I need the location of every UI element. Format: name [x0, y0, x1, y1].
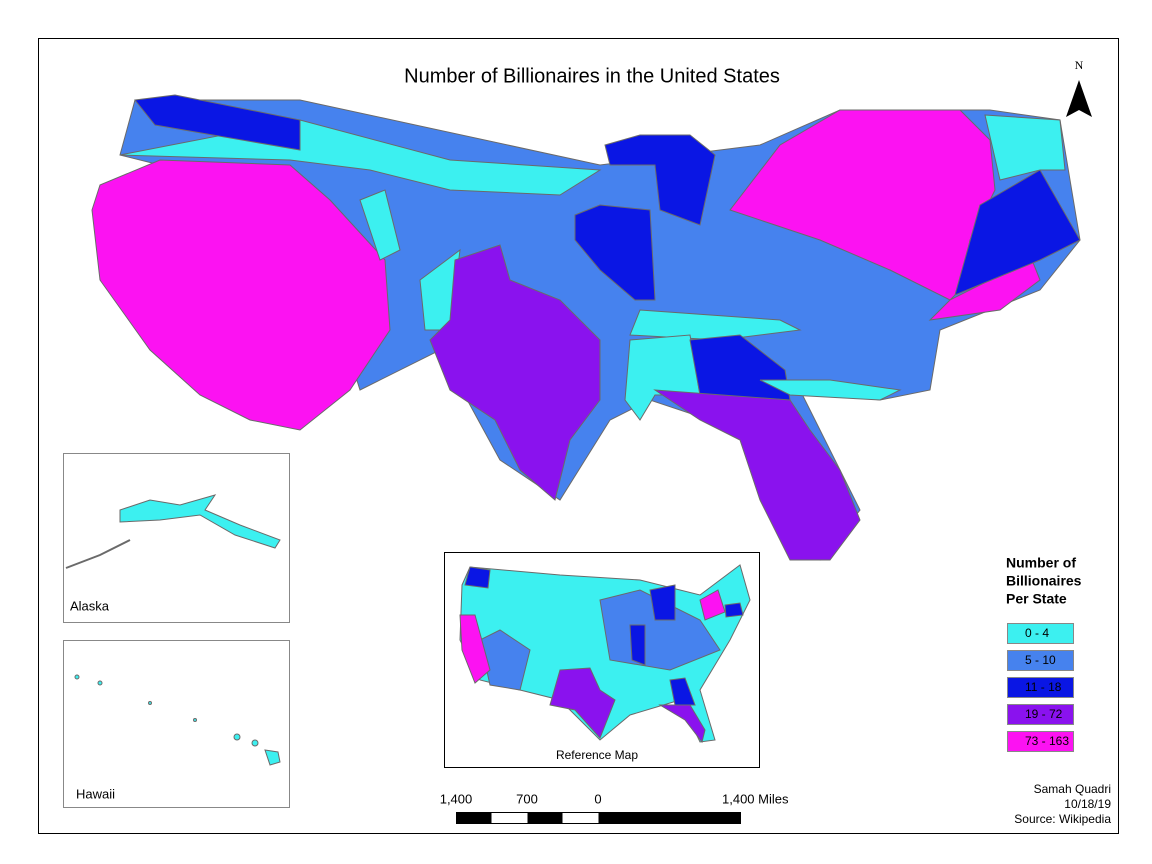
scale-segment [456, 812, 492, 824]
ref-region [699, 589, 726, 621]
legend-label: 19 - 72 [1025, 707, 1063, 721]
alaska-label: Alaska [70, 598, 110, 613]
credit: 10/18/19 [1064, 797, 1111, 811]
state-region [429, 244, 601, 501]
scale-label: 700 [516, 791, 538, 806]
state-region [759, 379, 902, 401]
ref-region [464, 566, 491, 589]
legend-title: Number of [1006, 555, 1076, 571]
scale-label: 1,400 [440, 791, 473, 806]
state-region [359, 189, 401, 261]
map-title: Number of Billionaires in the United Sta… [404, 65, 780, 87]
reference-label: Reference Map [556, 748, 638, 762]
state-region [91, 159, 391, 431]
north-arrow-shape [1066, 80, 1092, 117]
ref-region [724, 602, 744, 618]
state-region [954, 169, 1081, 296]
credit: Samah Quadri [1034, 782, 1111, 796]
state-region [653, 389, 861, 561]
north-label: N [1075, 58, 1084, 72]
legend: Number of Billionaires Per State 0 - 4 5 - 1… [1006, 555, 1082, 752]
hawaii-inset [63, 640, 290, 808]
hawaii-label: Hawaii [76, 786, 115, 801]
ref-region [669, 677, 696, 706]
legend-swatch [1007, 731, 1074, 752]
ref-region [658, 704, 706, 744]
ref-region [599, 589, 721, 671]
ref-region [549, 667, 616, 739]
legend-label: 73 - 163 [1025, 734, 1069, 748]
reference-map [459, 564, 751, 744]
alaska-shape [119, 494, 281, 549]
state-region [574, 204, 656, 301]
alaska-islands [65, 539, 131, 569]
credit: Source: Wikipedia [1014, 812, 1111, 826]
legend-label: 0 - 4 [1025, 626, 1049, 640]
scale-segment [527, 812, 563, 824]
state-region [624, 334, 701, 421]
ref-region [459, 614, 491, 684]
state-region [134, 94, 301, 151]
state-region [604, 134, 716, 226]
legend-title: Billionaires [1006, 573, 1082, 589]
legend-swatch [1007, 677, 1074, 698]
ref-region [629, 624, 646, 666]
legend-title: Per State [1006, 591, 1067, 607]
state-region [984, 114, 1066, 181]
scale-segment [598, 812, 741, 824]
main-map [91, 94, 1081, 561]
state-region [629, 309, 802, 341]
legend-swatch [1007, 704, 1074, 725]
scale-label: 0 [594, 791, 601, 806]
legend-swatch [1007, 623, 1074, 644]
ref-region [649, 584, 676, 621]
scale-label: 1,400 Miles [722, 791, 789, 806]
hawaii-islands [74, 674, 281, 766]
ref-region [479, 629, 531, 691]
legend-swatch [1007, 650, 1074, 671]
legend-label: 5 - 10 [1025, 653, 1056, 667]
scale-bar: 1,400 700 0 1,400 Miles [440, 791, 789, 824]
north-arrow: N [1066, 58, 1092, 117]
legend-label: 11 - 18 [1025, 680, 1062, 694]
